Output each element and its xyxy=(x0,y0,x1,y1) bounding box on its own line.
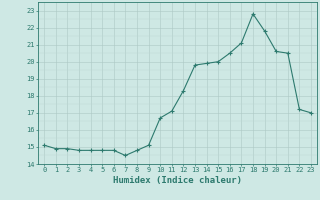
X-axis label: Humidex (Indice chaleur): Humidex (Indice chaleur) xyxy=(113,176,242,185)
